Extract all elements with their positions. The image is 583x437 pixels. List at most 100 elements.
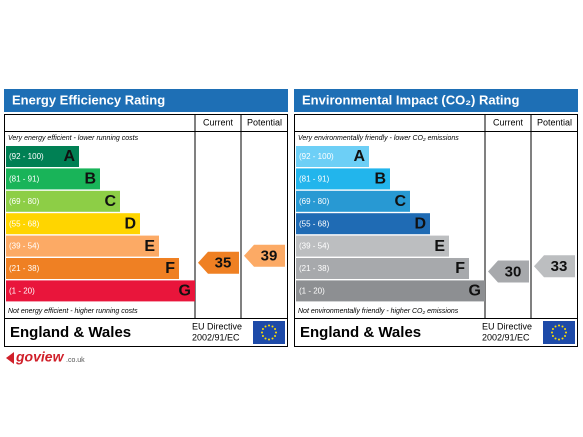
directive-code: 2002/91/EC bbox=[482, 332, 530, 342]
rating-band bbox=[296, 280, 485, 302]
band-range: (55 - 68) bbox=[9, 219, 40, 228]
band-letter: D bbox=[414, 215, 426, 232]
band-range: (69 - 80) bbox=[9, 197, 40, 206]
column-header: Current bbox=[203, 117, 234, 127]
eu-star bbox=[274, 335, 277, 337]
band-range: (21 - 38) bbox=[299, 264, 330, 273]
directive: EU Directive bbox=[192, 321, 242, 331]
band-letter: D bbox=[124, 215, 136, 232]
eu-star bbox=[275, 331, 277, 334]
eu-star bbox=[551, 328, 554, 330]
rating-arrow bbox=[488, 260, 529, 283]
band-range: (21 - 38) bbox=[9, 264, 40, 273]
band-range: (81 - 91) bbox=[299, 175, 330, 184]
directive-code: 2002/91/EC bbox=[192, 332, 240, 342]
band-letter: F bbox=[455, 260, 465, 277]
eu-star bbox=[554, 337, 557, 340]
band-range: (55 - 68) bbox=[299, 219, 330, 228]
eu-star bbox=[558, 338, 560, 341]
column-header: Potential bbox=[537, 117, 572, 127]
directive: EU Directive bbox=[482, 321, 532, 331]
rating-arrow bbox=[244, 244, 285, 267]
logo-icon bbox=[6, 352, 14, 364]
title-bar bbox=[294, 89, 578, 112]
band-range: (81 - 91) bbox=[9, 175, 40, 184]
rating-arrow bbox=[198, 251, 239, 274]
eu-star bbox=[264, 337, 267, 340]
eu-flag bbox=[253, 321, 285, 344]
bottom-note: Not energy efficient - higher running co… bbox=[8, 308, 138, 315]
eu-star bbox=[261, 331, 263, 334]
column-header: Current bbox=[493, 117, 524, 127]
rating-value: 30 bbox=[505, 263, 522, 280]
band-letter: E bbox=[434, 238, 445, 255]
rating-band bbox=[6, 213, 140, 235]
eu-star bbox=[261, 328, 264, 330]
panel-frame bbox=[294, 114, 578, 347]
band-letter: E bbox=[144, 238, 155, 255]
eu-star bbox=[261, 335, 264, 337]
rating-band bbox=[6, 168, 100, 190]
rating-band bbox=[6, 280, 195, 302]
band-letter: A bbox=[353, 148, 365, 165]
rating-band bbox=[296, 235, 449, 257]
band-range: (1 - 20) bbox=[9, 287, 35, 296]
band-letter: F bbox=[165, 260, 175, 277]
eu-flag bbox=[543, 321, 575, 344]
panel-title: Environmental Impact (CO₂) Rating bbox=[302, 92, 519, 107]
eu-star bbox=[551, 331, 553, 334]
eu-star bbox=[268, 338, 270, 341]
eu-star bbox=[264, 325, 267, 328]
region: England & Wales bbox=[10, 324, 131, 341]
top-note: Very environmentally friendly - lower CO… bbox=[298, 135, 459, 142]
band-letter: G bbox=[179, 283, 191, 300]
rating-band bbox=[296, 258, 469, 279]
band-letter: B bbox=[84, 171, 96, 188]
rating-band bbox=[6, 190, 120, 212]
eu-star bbox=[564, 328, 567, 330]
top-note: Very energy efficient - lower running co… bbox=[8, 135, 139, 142]
rating-value: 39 bbox=[261, 248, 278, 265]
rating-band bbox=[6, 258, 179, 279]
band-letter: A bbox=[63, 148, 75, 165]
title-bar bbox=[4, 89, 288, 112]
region: England & Wales bbox=[300, 324, 421, 341]
band-range: (39 - 54) bbox=[9, 242, 40, 251]
eu-star bbox=[268, 324, 270, 327]
bottom-note: Not environmentally friendly - higher CO… bbox=[298, 308, 459, 315]
band-range: (1 - 20) bbox=[299, 287, 325, 296]
eu-star bbox=[554, 325, 557, 328]
rating-band bbox=[296, 168, 390, 190]
rating-band bbox=[296, 190, 410, 212]
eu-star bbox=[565, 331, 567, 334]
eu-star bbox=[561, 337, 564, 340]
rating-band bbox=[296, 213, 430, 235]
band-letter: C bbox=[394, 193, 406, 210]
rating-value: 33 bbox=[551, 258, 568, 275]
eu-star bbox=[271, 325, 274, 328]
band-range: (69 - 80) bbox=[299, 197, 330, 206]
rating-band bbox=[296, 146, 369, 167]
panel-title: Energy Efficiency Rating bbox=[12, 92, 165, 107]
band-range: (39 - 54) bbox=[299, 242, 330, 251]
rating-value: 35 bbox=[215, 255, 232, 272]
eu-star bbox=[564, 335, 567, 337]
eu-star bbox=[274, 328, 277, 330]
eu-star bbox=[561, 325, 564, 328]
band-letter: G bbox=[469, 283, 481, 300]
panel-frame bbox=[4, 114, 288, 347]
eu-star bbox=[271, 337, 274, 340]
rating-band bbox=[6, 235, 159, 257]
rating-band bbox=[6, 146, 79, 167]
eu-star bbox=[558, 324, 560, 327]
eu-star bbox=[551, 335, 554, 337]
band-range: (92 - 100) bbox=[299, 152, 334, 161]
column-header: Potential bbox=[247, 117, 282, 127]
band-letter: C bbox=[104, 193, 116, 210]
logo-suffix: .co.uk bbox=[66, 357, 85, 364]
logo-name: goview bbox=[15, 349, 65, 365]
band-letter: B bbox=[374, 171, 386, 188]
rating-arrow bbox=[534, 255, 575, 278]
band-range: (92 - 100) bbox=[9, 152, 44, 161]
